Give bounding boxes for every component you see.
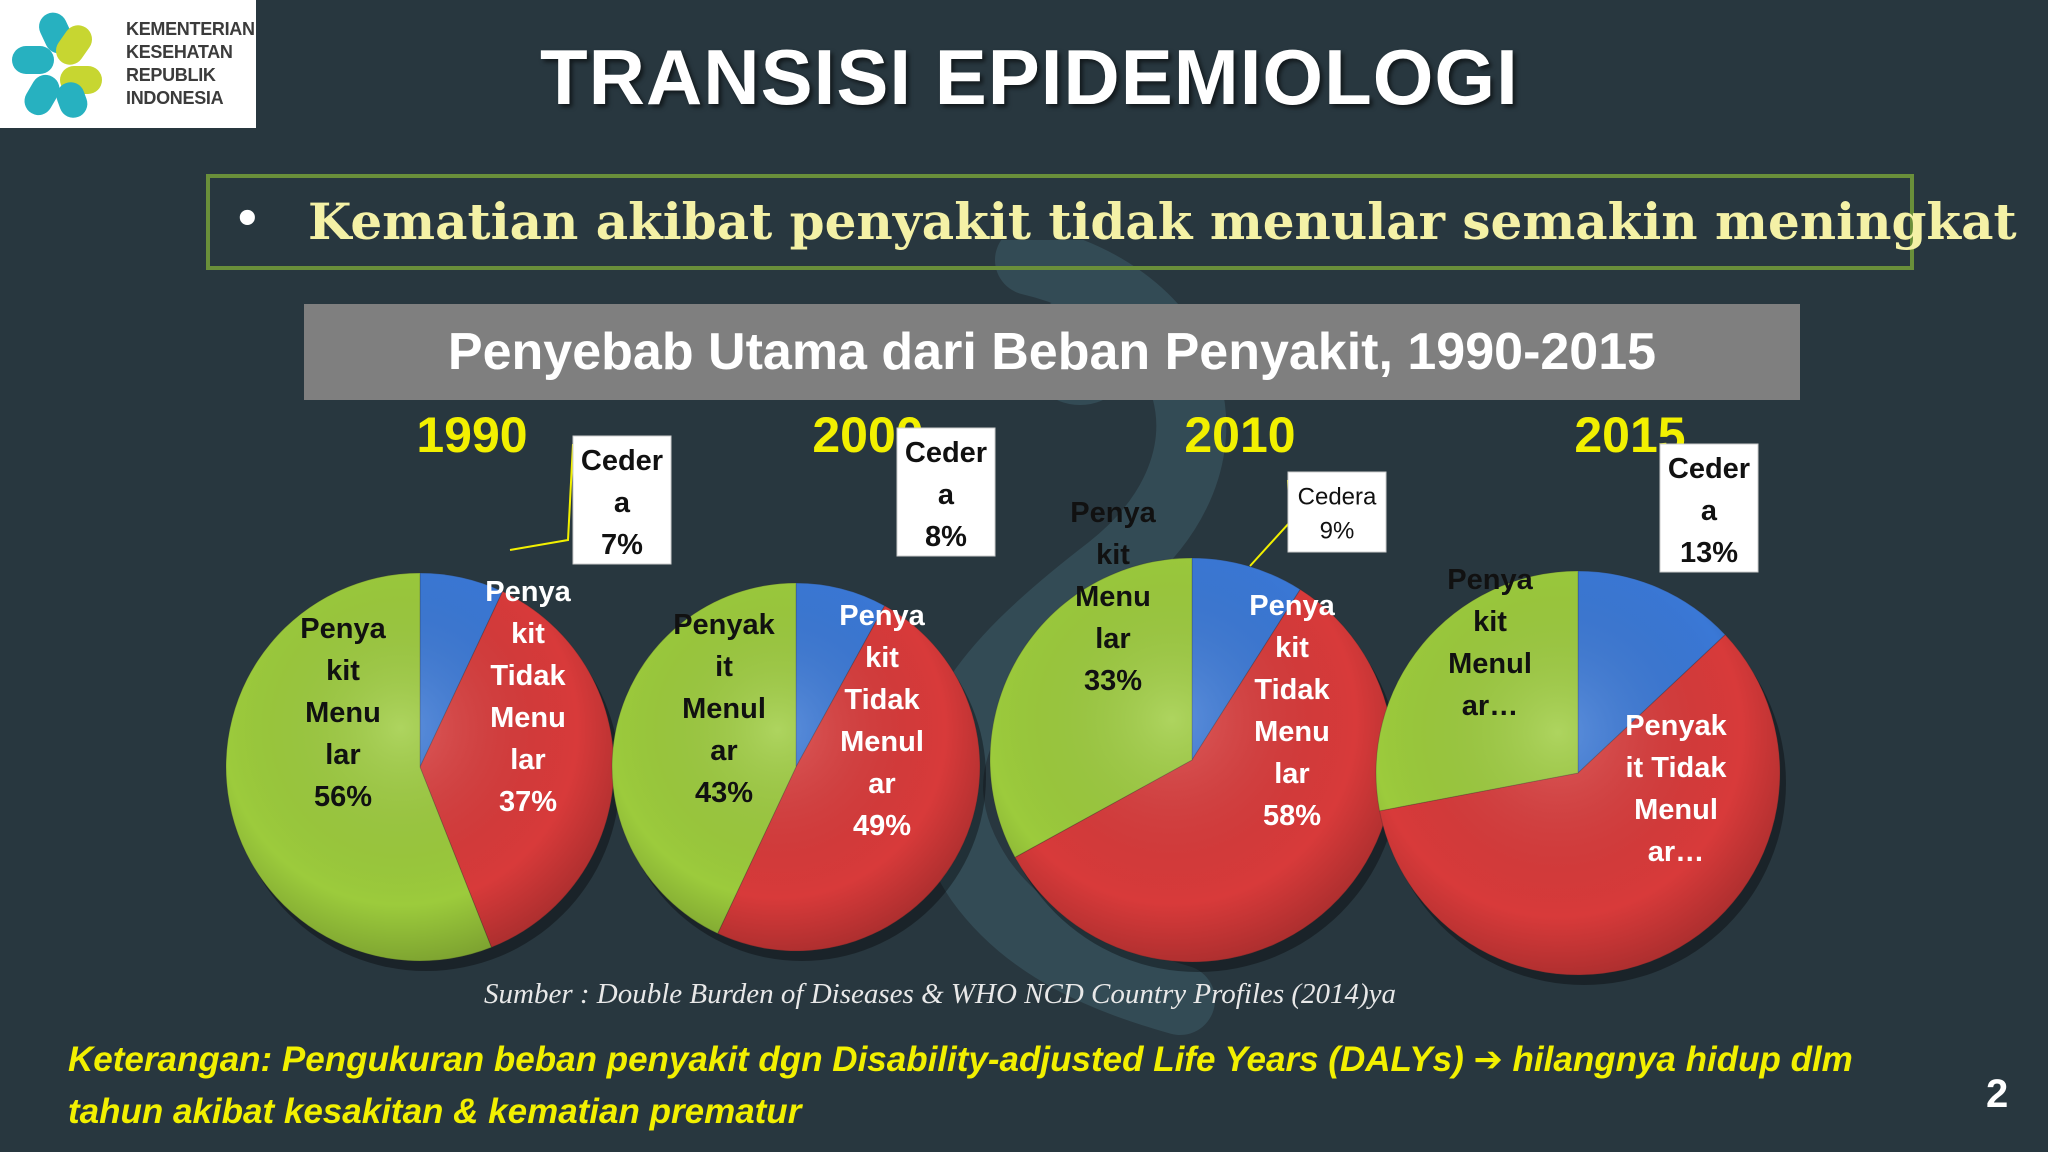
slice-data-label: Menul: [1448, 648, 1532, 680]
slice-data-label: 37%: [499, 786, 557, 818]
explanation-text: Keterangan: Pengukuran beban penyakit dg…: [68, 1040, 1474, 1079]
slice-data-label: a: [938, 479, 955, 511]
key-point-text: Kematian akibat penyakit tidak menular s…: [308, 192, 2017, 251]
label-box: [896, 427, 996, 557]
slice-data-label: Ceder: [905, 437, 987, 469]
logo-line: KEMENTERIAN: [126, 19, 255, 39]
slide-title: TRANSISI EPIDEMIOLOGI: [540, 33, 1519, 121]
slice-data-label: ar: [868, 768, 895, 800]
kemenkes-logo-icon: [12, 12, 102, 118]
slice-data-label: a: [1701, 495, 1718, 527]
logo-line: INDONESIA: [126, 88, 224, 108]
slice-data-label: Menu: [490, 702, 566, 734]
slice-data-label: ar: [710, 735, 737, 767]
label-box: [1659, 443, 1759, 573]
slice-data-label: 8%: [925, 521, 967, 553]
slice-data-label: Menul: [1634, 794, 1718, 826]
slice-data-label: Menu: [305, 697, 381, 729]
slice-data-label: 56%: [314, 781, 372, 813]
slice-data-label: 49%: [853, 810, 911, 842]
slice-data-label: kit: [1473, 606, 1507, 638]
bullet-icon: •: [232, 190, 263, 250]
slice-data-label: 43%: [695, 777, 753, 809]
slice-data-label: ar…: [1648, 836, 1704, 868]
slice-data-label: Penya: [839, 600, 925, 632]
explanation-note: Keterangan: Pengukuran beban penyakit dg…: [68, 1034, 1968, 1138]
slice-data-label: 9%: [1320, 518, 1355, 545]
slice-data-label: kit: [1275, 632, 1309, 664]
source-note: Sumber : Double Burden of Diseases & WHO…: [484, 978, 1397, 1010]
pie-2000: 2000Cedera8%PenyakitTidakMenular49%Penya…: [611, 407, 996, 961]
pie-shading: [612, 583, 980, 951]
slice-data-label: kit: [1096, 539, 1130, 571]
logo-line: REPUBLIK: [126, 65, 216, 85]
slice-data-label: Tidak: [844, 684, 920, 716]
pie-year-label: 1990: [416, 407, 527, 463]
slice-data-label: ar…: [1462, 690, 1518, 722]
pie-year-label: 2010: [1184, 407, 1295, 463]
label-box: [1287, 471, 1387, 553]
key-point-box: • Kematian akibat penyakit tidak menular…: [206, 174, 2017, 270]
label-leader-line: [1249, 479, 1292, 567]
slice-data-label: Penyak: [673, 609, 775, 641]
slice-data-label: 13%: [1680, 537, 1738, 569]
slice-data-label: 33%: [1084, 665, 1142, 697]
pie-shading: [1376, 571, 1780, 975]
arrow-icon: ➔: [1473, 1040, 1503, 1079]
slice-data-label: Penya: [1249, 590, 1335, 622]
slice-data-label: Menul: [682, 693, 766, 725]
pie-shading: [990, 558, 1394, 962]
pie-shading: [226, 573, 614, 961]
slice-data-label: Penya: [300, 613, 386, 645]
logo-line: KESEHATAN: [126, 42, 233, 62]
label-box: [572, 435, 672, 565]
slice-data-label: lar: [510, 744, 545, 776]
slice-data-label: Ceder: [581, 445, 663, 477]
slice-data-label: Penya: [1070, 497, 1156, 529]
slice-data-label: lar: [325, 739, 360, 771]
slice-data-label: Cedera: [1298, 484, 1377, 511]
explanation-text: hilangnya hidup dlm: [1502, 1040, 1853, 1079]
slice-data-label: lar: [1095, 623, 1130, 655]
explanation-text: tahun akibat kesakitan & kematian premat…: [68, 1092, 802, 1131]
slice-data-label: Ceder: [1668, 453, 1750, 485]
ministry-name: KEMENTERIAN KESEHATAN REPUBLIK INDONESIA: [126, 18, 258, 110]
slice-data-label: 7%: [601, 529, 643, 561]
slice-data-label: Penyak: [1625, 710, 1727, 742]
slice-data-label: Menu: [1075, 581, 1151, 613]
slice-data-label: Tidak: [1254, 674, 1330, 706]
slice-data-label: Penya: [485, 576, 571, 608]
ministry-logo: KEMENTERIAN KESEHATAN REPUBLIK INDONESIA: [0, 0, 256, 128]
slice-data-label: kit: [326, 655, 360, 687]
slice-data-label: it Tidak: [1626, 752, 1728, 784]
slice-data-label: kit: [865, 642, 899, 674]
slice-data-label: Penya: [1447, 564, 1533, 596]
slice-data-label: it: [715, 651, 733, 683]
pie-1990: 1990 Ceder a 7% Penya kit Tidak Menu lar 37% Penya…: [225, 407, 672, 971]
label-leader-line: [509, 443, 574, 551]
slice-data-label: lar: [1274, 758, 1309, 790]
slice-data-label: 58%: [1263, 800, 1321, 832]
chart-title: Penyebab Utama dari Beban Penyakit, 1990…: [304, 304, 1800, 400]
page-number: 2: [1986, 1072, 2009, 1116]
slice-data-label: kit: [511, 618, 545, 650]
slice-data-label: Menu: [1254, 716, 1330, 748]
slice-data-label: Menul: [840, 726, 924, 758]
slice-data-label: Tidak: [490, 660, 566, 692]
slice-data-label: a: [614, 487, 631, 519]
